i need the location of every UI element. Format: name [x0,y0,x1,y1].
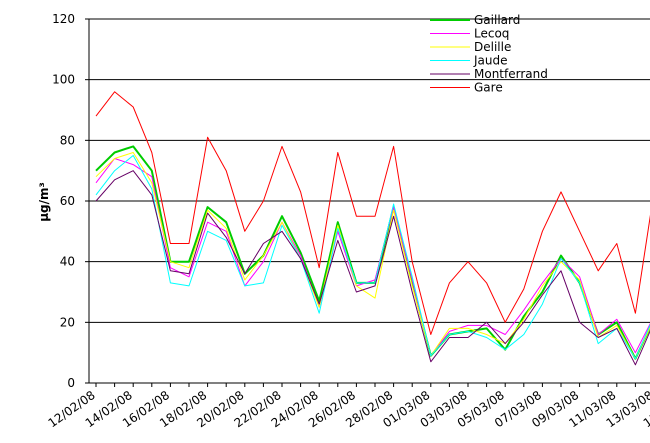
y-tick-label: 60 [60,194,75,208]
series-line-gare [95,91,650,335]
legend-label-gare: Gare [474,81,503,95]
y-tick-label: 40 [60,255,75,269]
y-tick-label: 80 [60,133,75,147]
series-lines [95,91,650,366]
y-tick-label: 20 [60,315,75,329]
legend-label-lecoq: Lecoq [474,27,509,41]
legend-label-gaillard: Gaillard [474,13,520,27]
series-line-jaude [95,155,650,360]
series-line-gaillard [95,145,650,360]
y-axis-title: µg/m³ [37,182,51,222]
y-tick-label: 120 [52,12,75,26]
series-line-lecoq [95,158,650,357]
legend-label-jaude: Jaude [473,54,508,68]
x-tick-labels: 12/02/0814/02/0816/02/0818/02/0820/02/08… [46,388,650,430]
y-tick-label: 100 [52,73,75,87]
y-tick-labels: 0 20 40 60 80 100 120 [52,12,75,390]
y-tick-label: 0 [67,376,75,390]
gridlines [85,18,650,387]
series-line-delille [95,152,650,360]
legend-label-delille: Delille [474,40,511,54]
series-line-montferrand [95,170,650,366]
legend-label-montferrand: Montferrand [474,67,548,81]
